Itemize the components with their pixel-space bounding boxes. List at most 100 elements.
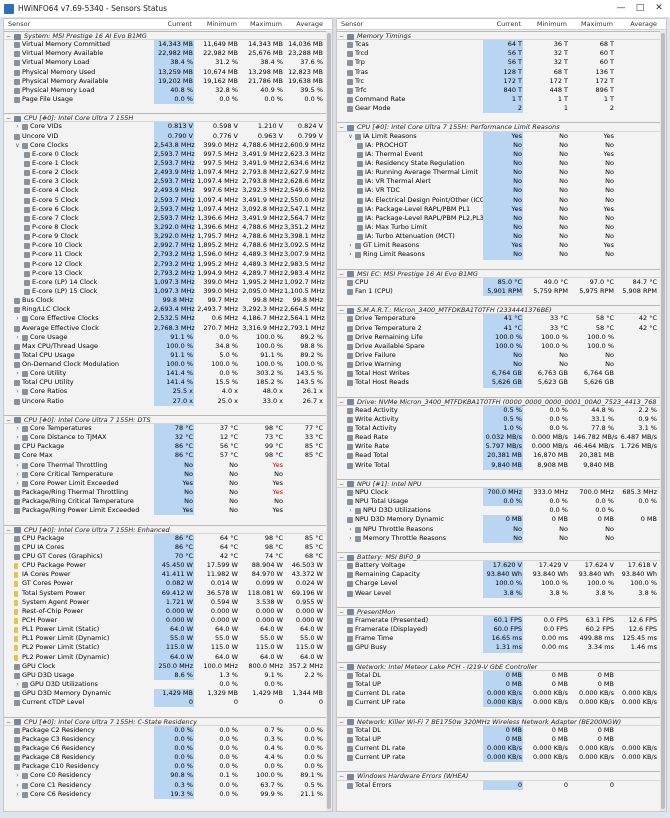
- sensor-row-e-core-5-clock[interactable]: E-core 5 Clock 2,593.7 MHz 1,097.4 MHz 3,49…: [4, 195, 326, 205]
- column-average[interactable]: Average: [630, 20, 657, 28]
- collapse-icon[interactable]: −: [338, 270, 345, 278]
- sensor-row-total-host-reads[interactable]: Total Host Reads 5,626 GB 5,623 GB 5,626 GB: [337, 378, 660, 388]
- chevron-right-icon[interactable]: ›: [16, 434, 19, 442]
- sensor-group-network-killer-wi-fi-7-be1750w-320mhz-wi[interactable]: − Network: Killer Wi-Fi 7 BE1750w 320MHz …: [337, 716, 660, 726]
- sensor-row-e-core-2-clock[interactable]: E-core 2 Clock 2,493.9 MHz 1,097.4 MHz 2,79…: [4, 168, 326, 178]
- sensor-row-e-core-6-clock[interactable]: E-core 6 Clock 2,593.7 MHz 1,097.4 MHz 3,09…: [4, 204, 326, 214]
- sensor-row-gpu-busy[interactable]: GPU Busy 1.31 ms 0.00 ms 3.34 ms 1.46 ms: [337, 643, 660, 653]
- sensor-row-gpu-d3d-memory-dynamic[interactable]: GPU D3D Memory Dynamic 1,429 MB 1,329 MB 1,…: [4, 689, 326, 699]
- maximize-icon[interactable]: □: [635, 3, 645, 13]
- sensor-group-memory-timings[interactable]: − Memory Timings: [337, 31, 660, 41]
- sensor-row-npu-d3d-memory-dynamic[interactable]: NPU D3D Memory Dynamic 0 MB 0 MB 0 MB 0 MB: [337, 515, 660, 525]
- sensor-row-trfc[interactable]: Trfc 840 T 448 T 896 T: [337, 85, 660, 95]
- sensor-row-virtual-memory-load[interactable]: Virtual Memory Load 38.4 % 31.2 % 38.4 % 37.…: [4, 58, 326, 68]
- sensor-row-drive-temperature-2[interactable]: Drive Temperature 2 41 °C 33 °C 58 °C 42 °C: [337, 323, 660, 333]
- sensor-row-read-activity[interactable]: Read Activity 0.5 % 0.0 % 44.8 % 2.2 %: [337, 405, 660, 415]
- sensor-row-gt-cores-power[interactable]: GT Cores Power 0.082 W 0.014 W 0.099 W 0.024…: [4, 579, 326, 589]
- chevron-right-icon[interactable]: ›: [16, 123, 19, 131]
- collapse-icon[interactable]: −: [338, 398, 345, 406]
- sensor-row-physical-memory-load[interactable]: Physical Memory Load 40.8 % 32.8 % 40.9 % 39…: [4, 85, 326, 95]
- sensor-row-package-ring-critical-temperature[interactable]: Package/Ring Critical Temperature No No No: [4, 497, 326, 507]
- sensor-row-core-c1-residency[interactable]: › Core C1 Residency 0.3 % 0.0 % 63.7 % 0.5 %: [4, 780, 326, 790]
- sensor-row-cpu-package[interactable]: CPU Package 86 °C 56 °C 99 °C 85 °C: [4, 442, 326, 452]
- sensor-row-e-core-7-clock[interactable]: E-core 7 Clock 2,593.7 MHz 1,396.6 MHz 3,49…: [4, 213, 326, 223]
- sensor-row-package-c3-residency[interactable]: Package C3 Residency 0.0 % 0.0 % 0.3 % 0.0 %: [4, 734, 326, 744]
- sensor-row-e-core-lp-15-clock[interactable]: E-core (LP) 15 Clock 1,097.3 MHz 399.0 MHz…: [4, 286, 326, 297]
- sensor-row-core-critical-temperature[interactable]: › Core Critical Temperature No No No: [4, 469, 326, 479]
- sensor-row-total-cpu-usage[interactable]: Total CPU Usage 91.1 % 5.0 % 91.1 % 89.2 %: [4, 350, 326, 361]
- sensor-row-pl1-power-limit-dynamic[interactable]: PL1 Power Limit (Dynamic) 55.0 W 55.0 W 55.…: [4, 634, 326, 644]
- sensor-row-drive-failure[interactable]: Drive Failure No No No: [337, 350, 660, 361]
- sensor-group-network-intel-meteor-lake-pch-i219-v-gbe[interactable]: − Network: Intel Meteor Lake PCH - I219-V…: [337, 661, 660, 671]
- sensor-row-uncore-vid[interactable]: Uncore VID 0.790 V 0.776 V 0.963 V 0.799 V: [4, 131, 326, 141]
- sensor-row-gear-mode[interactable]: Gear Mode 2 1 2: [337, 104, 660, 114]
- sensor-row-battery-voltage[interactable]: Battery Voltage 17.620 V 17.429 V 17.624 V 1…: [337, 561, 660, 571]
- sensor-row-p-core-12-clock[interactable]: P-core 12 Clock 2,793.2 MHz 1,995.2 MHz 4,4…: [4, 259, 326, 269]
- sensor-row-drive-available-spare[interactable]: Drive Available Spare 100.0 % 100.0 % 100.0…: [337, 341, 660, 351]
- chevron-right-icon[interactable]: ›: [16, 315, 19, 323]
- sensor-row-ia-package-level-rapl-pbm-pl1[interactable]: IA: Package-Level RAPL/PBM PL1 Yes No Yes: [337, 204, 660, 214]
- sensor-row-drive-warning[interactable]: Drive Warning No No No: [337, 360, 660, 370]
- sensor-row-core-temperatures[interactable]: › Core Temperatures 78 °C 37 °C 98 °C 77 °C: [4, 424, 326, 434]
- collapse-icon[interactable]: −: [5, 33, 12, 40]
- sensor-row-framerate-displayed[interactable]: Framerate (Displayed) 60.0 FPS 0.0 FPS 60.2…: [337, 625, 660, 635]
- sensor-row-total-system-power[interactable]: Total System Power 69.412 W 36.578 W 118.08…: [4, 588, 326, 598]
- sensor-row-e-core-4-clock[interactable]: E-core 4 Clock 2,493.9 MHz 997.6 MHz 3,292.…: [4, 186, 326, 196]
- sensor-row-memory-throttle-reasons[interactable]: › Memory Throttle Reasons No No No: [337, 533, 660, 543]
- sensor-row-core-effective-clocks[interactable]: › Core Effective Clocks 2,532.5 MHz 0.6 MHz…: [4, 314, 326, 324]
- sensor-row-total-dl[interactable]: Total DL 0 MB 0 MB 0 MB: [337, 725, 660, 735]
- sensor-row-core-clocks[interactable]: ∨ Core Clocks 2,543.8 MHz 399.0 MHz 4,788.6 …: [4, 140, 326, 150]
- sensor-row-core-c6-residency[interactable]: › Core C6 Residency 19.3 % 0.0 % 99.9 % 21.1 …: [4, 789, 326, 799]
- sensor-row-system-agent-power[interactable]: System Agent Power 1.721 W 0.594 W 3.538 W 0…: [4, 597, 326, 607]
- sensor-row-write-rate[interactable]: Write Rate 5.797 MB/s 0.000 MB/s 46.464 MB/…: [337, 442, 660, 452]
- chevron-right-icon[interactable]: ›: [16, 781, 19, 789]
- chevron-right-icon[interactable]: ›: [16, 680, 19, 688]
- sensor-row-package-c2-residency[interactable]: Package C2 Residency 0.0 % 0.0 % 0.7 % 0.0 %: [4, 725, 326, 735]
- sensor-row-npu-clock[interactable]: NPU Clock 700.0 MHz 333.0 MHz 700.0 MHz 685.…: [337, 488, 660, 498]
- sensor-row-tcas[interactable]: Tcas 64 T 36 T 68 T: [337, 40, 660, 50]
- sensor-row-ia-vr-thermal-alert[interactable]: IA: VR Thermal Alert No No No: [337, 177, 660, 187]
- collapse-icon[interactable]: −: [338, 663, 345, 671]
- collapse-icon[interactable]: −: [5, 115, 12, 123]
- chevron-right-icon[interactable]: ›: [349, 242, 352, 250]
- sensor-row-read-total[interactable]: Read Total 20,381 MB 16,870 MB 20,381 MB: [337, 451, 660, 461]
- collapse-icon[interactable]: −: [338, 554, 345, 562]
- sensor-row-uncore-ratio[interactable]: Uncore Ratio 27.0 x 25.0 x 33.0 x 26.7 x: [4, 396, 326, 406]
- sensor-group-msi-ec-msi-prestige-16-ai-evo-b1mg[interactable]: − MSI EC: MSI Prestige 16 AI Evo B1MG: [337, 268, 660, 278]
- collapse-icon[interactable]: −: [5, 718, 12, 726]
- column-sensor[interactable]: Sensor: [8, 20, 31, 28]
- collapse-icon[interactable]: −: [338, 124, 345, 132]
- sensor-row-read-rate[interactable]: Read Rate 0.032 MB/s 0.000 MB/s 146.782 MB/…: [337, 433, 660, 443]
- sensor-row-ring-llc-clock[interactable]: Ring/LLC Clock 2,693.4 MHz 2,493.7 MHz 3,29…: [4, 305, 326, 315]
- collapse-icon[interactable]: −: [338, 608, 345, 616]
- collapse-icon[interactable]: −: [5, 526, 12, 534]
- sensor-row-ia-residency-state-regulation[interactable]: IA: Residency State Regulation No No No: [337, 158, 660, 169]
- sensor-group-npu-1-intel-npu[interactable]: − NPU [#1]: Intel NPU: [337, 478, 660, 489]
- chevron-right-icon[interactable]: ›: [349, 507, 352, 515]
- collapse-icon[interactable]: −: [338, 718, 345, 726]
- collapse-icon[interactable]: −: [338, 307, 345, 315]
- sensor-group-system-msi-prestige-16-ai-evo-b1mg[interactable]: − System: MSI Prestige 16 AI Evo B1MG: [4, 31, 326, 41]
- sensor-row-wear-level[interactable]: Wear Level 3.8 % 3.8 % 3.8 % 3.8 %: [337, 588, 660, 598]
- sensor-row-total-activity[interactable]: Total Activity 1.0 % 0.0 % 77.8 % 3.1 %: [337, 424, 660, 434]
- sensor-row-cpu-package[interactable]: CPU Package 86 °C 64 °C 98 °C 85 °C: [4, 533, 326, 543]
- sensor-row-write-activity[interactable]: Write Activity 0.5 % 0.0 % 33.1 % 0.9 %: [337, 414, 660, 425]
- sensor-row-core-power-limit-exceeded[interactable]: › Core Power Limit Exceeded Yes No Yes: [4, 478, 326, 489]
- chevron-right-icon[interactable]: ›: [16, 388, 19, 396]
- sensor-row-virtual-memory-committed[interactable]: Virtual Memory Committed 14,343 MB 11,649 …: [4, 40, 326, 50]
- sensor-row-page-file-usage[interactable]: Page File Usage 0.0 % 0.0 % 0.0 % 0.0 %: [4, 94, 326, 105]
- sensor-row-total-host-writes[interactable]: Total Host Writes 6,764 GB 6,763 GB 6,764 G…: [337, 369, 660, 379]
- collapse-icon[interactable]: −: [338, 480, 345, 488]
- column-sensor[interactable]: Sensor: [341, 20, 364, 28]
- chevron-right-icon[interactable]: ›: [16, 333, 19, 341]
- scrollbar-thumb[interactable]: [661, 33, 665, 809]
- chevron-right-icon[interactable]: ›: [16, 470, 19, 478]
- sensor-row-bus-clock[interactable]: Bus Clock 99.8 MHz 99.7 MHz 99.8 MHz 99.8 MH…: [4, 296, 326, 306]
- sensor-row-gpu-d3d-usage[interactable]: GPU D3D Usage 8.6 % 1.3 % 9.1 % 2.2 %: [4, 670, 326, 680]
- chevron-right-icon[interactable]: ›: [16, 790, 19, 798]
- chevron-right-icon[interactable]: ›: [349, 251, 352, 259]
- sensor-row-ia-prochot[interactable]: IA: PROCHOT No No No: [337, 140, 660, 150]
- sensor-row-remaining-capacity[interactable]: Remaining Capacity 93.840 Wh 93.840 Wh 93.8…: [337, 570, 660, 580]
- sensor-row-virtual-memory-available[interactable]: Virtual Memory Available 22,982 MB 22,982 …: [4, 49, 326, 59]
- sensor-group-cpu-0-intel-core-ultra-7-155h[interactable]: − CPU [#0]: Intel Core Ultra 7 155H: [4, 113, 326, 123]
